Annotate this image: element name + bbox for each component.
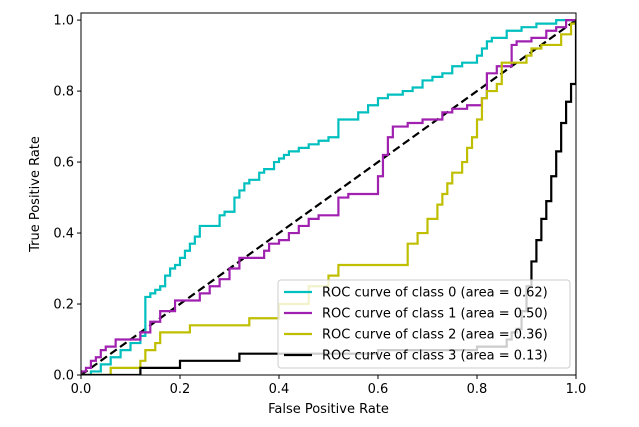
axes-frame xyxy=(80,12,577,376)
x-axis-ticks: 0.0 0.2 0.4 0.6 0.8 1.0 xyxy=(71,375,587,397)
x-axis-label: False Positive Rate xyxy=(268,402,389,417)
roc-curve-class-1 xyxy=(81,19,576,375)
y-tick-label: 0.6 xyxy=(53,156,74,171)
series-layer xyxy=(81,19,576,375)
x-tick-label: 0.6 xyxy=(368,382,389,397)
legend-entry-class-0: ROC curve of class 0 (area = 0.62) xyxy=(322,286,548,301)
x-tick-label: 0.0 xyxy=(71,382,92,397)
legend-entry-class-2: ROC curve of class 2 (area = 0.36) xyxy=(322,328,548,343)
y-tick-label: 0.8 xyxy=(53,85,74,100)
chance-diagonal-line xyxy=(81,19,576,375)
legend-entry-class-3: ROC curve of class 3 (area = 0.13) xyxy=(322,349,548,364)
y-axis-label: True Positive Rate xyxy=(28,136,43,253)
y-axis-ticks: 0.0 0.2 0.4 0.6 0.8 1.0 xyxy=(53,14,81,384)
roc-curve-class-2 xyxy=(81,20,576,375)
legend-box xyxy=(277,279,571,369)
y-tick-label: 1.0 xyxy=(53,14,74,29)
legend: ROC curve of class 0 (area = 0.62) ROC cu… xyxy=(277,279,571,369)
x-tick-label: 0.4 xyxy=(269,382,290,397)
x-tick-label: 0.8 xyxy=(467,382,488,397)
legend-entry-class-1: ROC curve of class 1 (area = 0.50) xyxy=(322,307,548,322)
x-tick-label: 0.2 xyxy=(170,382,191,397)
y-tick-label: 0.0 xyxy=(53,369,74,384)
y-tick-label: 0.2 xyxy=(53,298,74,313)
x-tick-label: 1.0 xyxy=(566,382,587,397)
y-tick-label: 0.4 xyxy=(53,227,74,242)
roc-curve-class-0 xyxy=(81,19,576,375)
reference-line-layer xyxy=(81,19,576,375)
